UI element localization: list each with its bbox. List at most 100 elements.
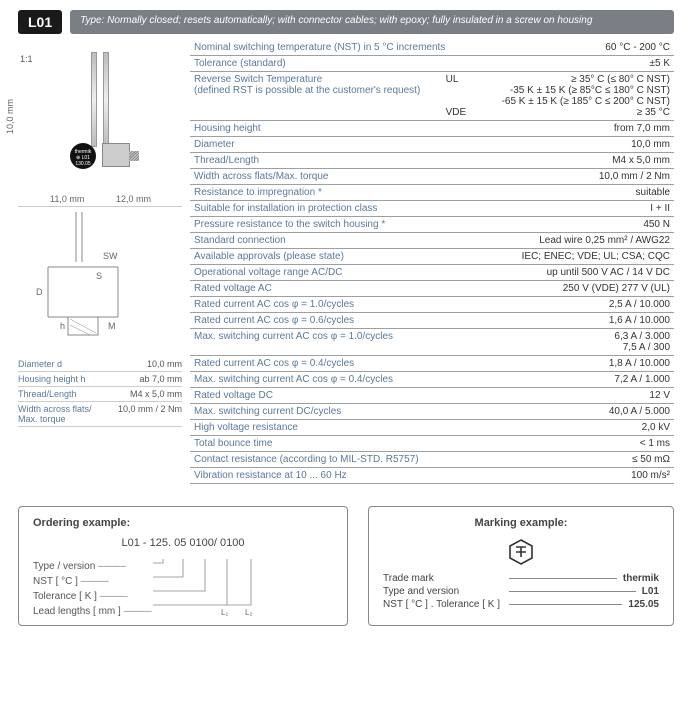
table-row: Total bounce time < 1 ms: [190, 436, 674, 452]
spec-value: < 1 ms: [640, 438, 670, 449]
spec-label: Width across flats/ Max. torque: [18, 404, 92, 424]
svg-text:L₂: L₂: [245, 608, 253, 617]
spec-label: Pressure resistance to the switch housin…: [194, 219, 385, 230]
spec-label: Diameter d: [18, 359, 62, 369]
marking-label: NST [ °C ] . Tolerance [ K ]: [383, 599, 503, 610]
spec-value: 2,5 A / 10.000: [609, 299, 670, 310]
spec-label: Standard connection: [194, 235, 286, 246]
spec-value: 10,0 mm / 2 Nm: [599, 171, 670, 182]
table-row: Reverse Switch Temperature (defined RST …: [190, 72, 674, 121]
spec-label: High voltage resistance: [194, 422, 298, 433]
spec-value: 1,6 A / 10.000: [609, 315, 670, 326]
spec-value: 450 N: [643, 219, 670, 230]
spec-value: 12 V: [649, 390, 670, 401]
ordering-line: Lead lengths [ mm ] ———: [33, 604, 153, 619]
spec-value: M4 x 5,0 mm: [612, 155, 670, 166]
ordering-labels: Type / version ———NST [ °C ] ———Toleranc…: [33, 559, 153, 619]
spec-value: up until 500 V AC / 14 V DC: [547, 267, 670, 278]
left-column: 1:1 thermik ⊕ L01 130.05 10,0 mm 11,0 mm…: [18, 40, 190, 484]
spec-label: Suitable for installation in protection …: [194, 203, 377, 214]
spec-label: Width across flats/Max. torque: [194, 171, 329, 182]
ordering-line: Tolerance [ K ] ———: [33, 589, 153, 604]
marking-label: Trade mark: [383, 573, 503, 584]
table-row: High voltage resistance 2,0 kV: [190, 420, 674, 436]
marking-value: L01: [642, 586, 659, 597]
spec-label: Contact resistance (according to MIL-STD…: [194, 454, 419, 465]
spec-value: suitable: [636, 187, 670, 198]
spec-label: Max. switching current AC cos φ = 1.0/cy…: [194, 331, 393, 342]
table-row: Housing heightfrom 7,0 mm: [190, 121, 674, 137]
spec-label: Rated voltage DC: [194, 390, 273, 401]
spec-label: Housing height: [194, 123, 261, 134]
spec-label: Operational voltage range AC/DC: [194, 267, 342, 278]
spec-value: 10,0 mm: [631, 139, 670, 150]
spec-label: Housing height h: [18, 374, 86, 384]
marking-title: Marking example:: [383, 517, 659, 529]
table-row: Available approvals (please state)IEC; E…: [190, 249, 674, 265]
marking-value: thermik: [623, 573, 659, 584]
spec-label: Thread/Length: [18, 389, 77, 399]
spec-label: Total bounce time: [194, 438, 272, 449]
spec-value: 6,3 A / 3.000 7,5 A / 300: [614, 331, 670, 353]
spec-value: 60 °C - 200 °C: [605, 42, 670, 53]
spec-value: 1,8 A / 10.000: [609, 358, 670, 369]
svg-text:SW: SW: [103, 251, 118, 261]
dash-icon: [509, 591, 636, 592]
spec-label: Tolerance (standard): [194, 58, 286, 69]
spec-value: I + II: [650, 203, 670, 214]
table-row: Operational voltage range AC/DC up until …: [190, 265, 674, 281]
table-row: Rated voltage DC 12 V: [190, 388, 674, 404]
spec-value: 250 V (VDE) 277 V (UL): [563, 283, 670, 294]
spec-value: ±5 K: [650, 58, 671, 69]
table-row: Nominal switching temperature (NST) in 5…: [190, 40, 674, 56]
ordering-box: Ordering example: L01 - 125. 05 0100/ 01…: [18, 506, 348, 626]
spec-value: Lead wire 0,25 mm² / AWG22: [539, 235, 670, 246]
spec-label: Vibration resistance at 10 ... 60 Hz: [194, 470, 347, 481]
table-row: Width across flats/Max. torque 10,0 mm / …: [190, 169, 674, 185]
table-row: Rated voltage AC 250 V (VDE) 277 V (UL): [190, 281, 674, 297]
marking-row: Trade mark thermik: [383, 573, 659, 584]
spec-value: 10,0 mm: [147, 359, 182, 369]
spec-label: Max. switching current AC cos φ = 0.4/cy…: [194, 374, 393, 385]
product-image: 1:1 thermik ⊕ L01 130.05 10,0 mm 11,0 mm…: [18, 52, 182, 207]
spec-mid: UL VDE: [446, 74, 477, 118]
ordering-line: NST [ °C ] ———: [33, 574, 153, 589]
ordering-lines-svg: L₁ L₂: [153, 559, 333, 619]
table-row: Diameter d 10,0 mm: [18, 357, 182, 372]
dash-icon: [509, 578, 617, 579]
spec-label: Nominal switching temperature (NST) in 5…: [194, 42, 445, 53]
table-row: Rated current AC cos φ = 0.4/cycles 1,8 A…: [190, 356, 674, 372]
spec-label: Reverse Switch Temperature (defined RST …: [194, 74, 420, 96]
spec-label: Rated current AC cos φ = 1.0/cycles: [194, 299, 354, 310]
ordering-code: L01 - 125. 05 0100/ 0100: [33, 537, 333, 549]
spec-label: Resistance to impregnation *: [194, 187, 322, 198]
dash-icon: [509, 604, 622, 605]
spec-label: Rated current AC cos φ = 0.4/cycles: [194, 358, 354, 369]
table-row: Pressure resistance to the switch housin…: [190, 217, 674, 233]
ordering-title: Ordering example:: [33, 517, 333, 529]
spec-value: 100 m/s²: [631, 470, 670, 481]
diagram-svg: SW D h M S: [18, 207, 178, 357]
table-row: Max. switching current AC cos φ = 0.4/cy…: [190, 372, 674, 388]
table-row: Tolerance (standard) ±5 K: [190, 56, 674, 72]
spec-value: ≤ 50 mΩ: [632, 454, 670, 465]
scale-label: 1:1: [20, 54, 33, 64]
spec-label: Rated voltage AC: [194, 283, 272, 294]
spec-value: IEC; ENEC; VDE; UL; CSA; CQC: [522, 251, 670, 262]
table-row: Max. switching current AC cos φ = 1.0/cy…: [190, 329, 674, 356]
dim-h1: 11,0 mm: [50, 194, 84, 204]
svg-text:h: h: [60, 321, 65, 331]
dim-h2: 12,0 mm: [116, 194, 151, 204]
table-row: Max. switching current DC/cycles 40,0 A /…: [190, 404, 674, 420]
spec-value: 7,2 A / 1.000: [614, 374, 670, 385]
spec-value: 2,0 kV: [642, 422, 670, 433]
table-row: Thread/Length M4 x 5,0 mm: [18, 387, 182, 402]
sensor-black-icon: thermik ⊕ L01 130.05: [70, 143, 96, 169]
sensor-hex-icon: [102, 143, 130, 167]
spec-value: 40,0 A / 5.000: [609, 406, 670, 417]
spec-value: M4 x 5,0 mm: [130, 389, 182, 399]
spec-value: ≥ 35° C (≤ 80° C NST) -35 K ± 15 K (≥ 85…: [502, 74, 670, 118]
marking-row: Type and versionL01: [383, 586, 659, 597]
spec-label: Max. switching current DC/cycles: [194, 406, 341, 417]
table-row: Housing height hab 7,0 mm: [18, 372, 182, 387]
